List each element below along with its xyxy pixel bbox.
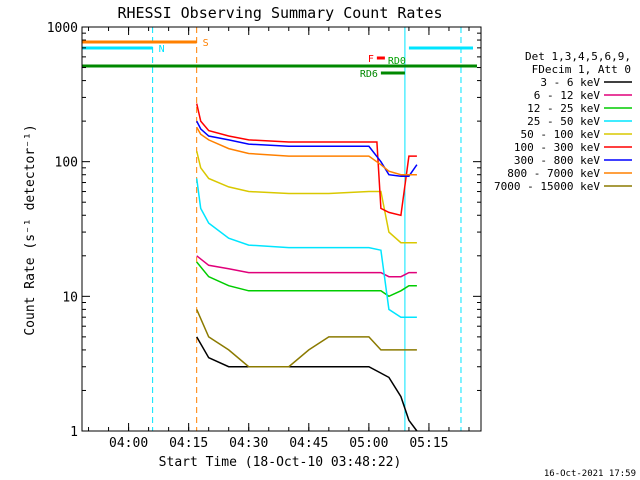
legend-header: Det 1,3,4,5,6,9, <box>525 50 631 63</box>
series-line <box>196 255 417 278</box>
x-axis-label: Start Time (18-Oct-10 03:48:22) <box>159 455 402 470</box>
series-line <box>195 103 417 217</box>
series-line <box>196 336 418 432</box>
legend-label: 25 - 50 keV <box>527 115 600 128</box>
y-tick-label: 1 <box>70 425 78 440</box>
legend-label: 100 - 300 keV <box>514 141 600 154</box>
series-line <box>196 261 417 298</box>
annotation-label: RD0 <box>388 56 406 67</box>
legend-label: 6 - 12 keV <box>534 89 601 102</box>
annotation-label: RD6 <box>360 69 378 80</box>
y-tick-label: 10 <box>62 290 78 305</box>
x-tick-label: 04:30 <box>229 436 268 451</box>
data-series <box>195 103 418 432</box>
annotation-label: S <box>203 38 209 49</box>
legend-label: 300 - 800 keV <box>514 154 600 167</box>
plot-frame <box>81 26 482 432</box>
legend-label: 3 - 6 keV <box>540 76 600 89</box>
series-line <box>196 120 418 177</box>
series-line <box>195 178 417 318</box>
x-tick-label: 05:00 <box>349 436 388 451</box>
x-tick-label: 05:15 <box>409 436 448 451</box>
annotation-bars: S N F RD0 RD6 <box>82 38 477 80</box>
legend-label: 12 - 25 keV <box>527 102 600 115</box>
annotation-label: N <box>159 44 165 55</box>
x-tick-label: 04:45 <box>289 436 328 451</box>
legend: Det 1,3,4,5,6,9,FDecim 1, Att 03 - 6 keV… <box>494 50 632 193</box>
axes: 1 10 100 1000 04:00 04:15 04:30 04:45 05:00 05:15 <box>47 21 482 451</box>
annotation-label: F <box>368 54 374 65</box>
legend-label: 50 - 100 keV <box>521 128 601 141</box>
y-tick-label: 1000 <box>47 21 78 36</box>
series-line <box>195 150 417 244</box>
y-axis-label: Count Rate (s⁻¹ detector⁻¹) <box>23 124 38 335</box>
series-line <box>196 309 417 368</box>
chart-title: RHESSI Observing Summary Count Rates <box>117 4 442 22</box>
x-tick-label: 04:00 <box>109 436 148 451</box>
footer-date: 16-Oct-2021 17:59 <box>544 469 636 479</box>
legend-header: FDecim 1, Att 0 <box>532 63 631 76</box>
y-tick-label: 100 <box>55 156 78 171</box>
series-line <box>196 126 417 176</box>
legend-label: 800 - 7000 keV <box>507 167 600 180</box>
x-tick-label: 04:15 <box>169 436 208 451</box>
legend-label: 7000 - 15000 keV <box>494 180 600 193</box>
